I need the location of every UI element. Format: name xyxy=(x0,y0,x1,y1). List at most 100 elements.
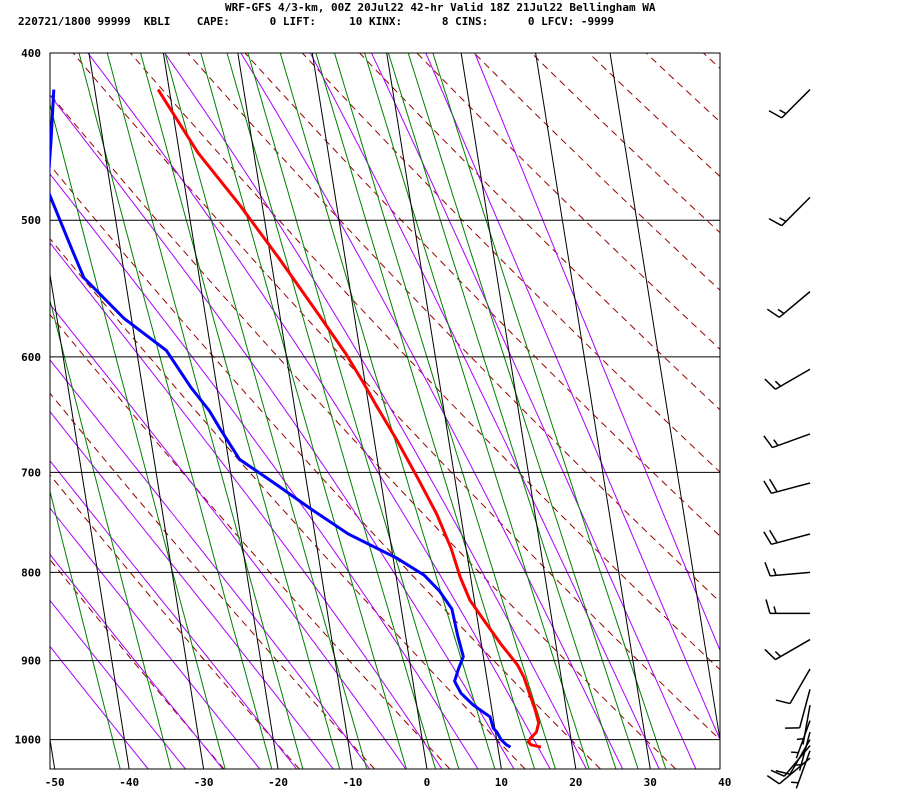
chart-header: WRF-GFS 4/3-km, 00Z 20Jul22 42-hr Valid … xyxy=(0,0,900,34)
wind-barb-half-flag xyxy=(773,606,777,614)
isotherm-gridline xyxy=(609,53,720,743)
wind-barb-flag xyxy=(763,435,774,449)
wind-barb-half-flag xyxy=(774,380,782,387)
x-tick-label: -40 xyxy=(119,776,139,789)
wind-barb-shaft xyxy=(783,745,811,777)
wind-barb-half-flag xyxy=(774,650,782,658)
wind-barb-shaft xyxy=(771,533,811,546)
wind-barb-flag xyxy=(769,529,778,544)
grid xyxy=(50,53,720,769)
wind-barb-flag xyxy=(763,480,773,494)
wind-barb-half-flag xyxy=(779,217,787,223)
isotherm-gridline xyxy=(460,53,577,769)
mixing-ratio-line xyxy=(50,298,172,769)
dry-adiabat-line xyxy=(531,53,720,234)
background-lines xyxy=(50,53,900,769)
mixing-ratio-line xyxy=(50,102,226,769)
x-tick-label: 40 xyxy=(718,776,731,789)
y-tick-label: 700 xyxy=(21,466,41,479)
mixing-ratio-line xyxy=(432,53,667,769)
y-tick-label: 400 xyxy=(21,47,41,60)
dry-adiabat-line xyxy=(645,53,720,123)
wind-barb xyxy=(766,291,811,318)
dry-adiabat-line xyxy=(50,474,300,769)
dry-adiabat-line xyxy=(50,313,451,769)
moist-adiabat-line xyxy=(50,599,186,769)
mixing-ratio-line xyxy=(247,53,460,769)
wind-barb-shaft xyxy=(771,482,811,495)
x-tick-label: 10 xyxy=(495,776,508,789)
x-tick-label: 20 xyxy=(569,776,582,789)
mixing-ratio-line xyxy=(106,53,304,769)
mixing-ratio-line xyxy=(315,53,536,769)
isotherm-gridline xyxy=(162,53,279,769)
profiles xyxy=(50,88,542,749)
moist-adiabat-line xyxy=(50,303,407,769)
y-tick-label: 1000 xyxy=(15,734,42,747)
moist-adiabat-line xyxy=(425,53,720,741)
wind-barb-half-flag xyxy=(777,308,785,315)
y-tick-labels: 400 500 600 700 800 900 1000 xyxy=(15,47,42,747)
chart-title: WRF-GFS 4/3-km, 00Z 20Jul22 42-hr Valid … xyxy=(225,1,656,14)
dry-adiabat-line xyxy=(703,53,720,69)
dry-adiabat-line xyxy=(50,392,375,769)
wind-barb-shaft xyxy=(778,291,811,318)
mixing-ratio-line xyxy=(334,53,556,769)
sounding-parameters: 220721/1800 99999 KBLI CAPE: 0 LIFT: 10 … xyxy=(18,15,615,28)
wind-barb-half-flag xyxy=(772,568,777,576)
isotherm-gridline xyxy=(237,53,353,769)
dry-adiabat-line xyxy=(50,164,601,769)
wind-barb-shaft xyxy=(798,689,811,729)
mixing-ratio-line xyxy=(200,53,407,769)
wind-barb-shaft xyxy=(781,196,811,227)
isotherm-gridline xyxy=(386,53,502,769)
moist-adiabat-line xyxy=(474,53,720,652)
wind-barb xyxy=(791,720,811,759)
wind-barb xyxy=(764,368,811,390)
dry-adiabat-line xyxy=(130,53,720,671)
wind-barb xyxy=(766,757,811,785)
plot-frame xyxy=(49,52,721,770)
moist-adiabat-line xyxy=(50,94,515,769)
x-tick-label: -10 xyxy=(343,776,363,789)
wind-barb-shaft xyxy=(774,638,811,661)
moist-adiabat-line xyxy=(50,507,261,769)
y-tick-label: 900 xyxy=(21,655,41,668)
wind-barb-half-flag xyxy=(773,439,779,446)
x-tick-label: -50 xyxy=(45,776,65,789)
isotherm-gridline xyxy=(535,53,651,769)
dry-adiabat-line xyxy=(244,53,720,537)
moist-adiabat-line xyxy=(240,53,624,769)
moist-adiabat-line xyxy=(50,359,371,769)
dewpoint-profile xyxy=(50,89,512,749)
mixing-ratio-line xyxy=(279,53,496,769)
moist-adiabat-line xyxy=(50,460,297,769)
mixing-ratio-line xyxy=(226,53,437,769)
wind-barb-flag xyxy=(769,478,778,493)
dry-adiabat-line xyxy=(187,53,720,603)
moist-adiabat-line xyxy=(50,645,149,769)
wind-barb xyxy=(785,689,811,729)
mixing-ratio-line xyxy=(50,489,121,769)
y-tick-label: 800 xyxy=(21,566,41,579)
wind-barb xyxy=(791,750,811,789)
wind-barb-flag xyxy=(768,110,783,119)
dry-adiabat-line xyxy=(761,53,900,769)
moist-adiabat-line xyxy=(87,53,551,769)
dry-adiabat-line xyxy=(50,93,677,769)
wind-barb-half-flag xyxy=(791,751,799,754)
wind-barb xyxy=(775,739,811,775)
mixing-ratio-line xyxy=(140,53,341,769)
wind-barb xyxy=(768,196,811,227)
wind-barb-flag xyxy=(768,217,783,227)
wind-barb-shaft xyxy=(789,668,811,704)
wind-barb xyxy=(763,529,811,546)
wind-barb xyxy=(768,89,811,119)
wind-barb-flag xyxy=(764,648,776,661)
x-tick-label: -30 xyxy=(194,776,214,789)
dry-adiabat-line xyxy=(416,53,720,350)
x-tick-label: 30 xyxy=(644,776,657,789)
wind-barb-flag xyxy=(775,769,791,775)
wind-barb-flag xyxy=(763,531,773,545)
